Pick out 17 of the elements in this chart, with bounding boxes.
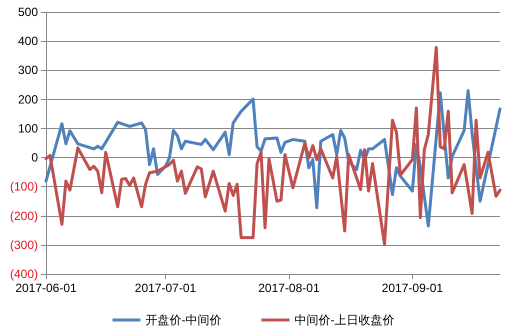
- y-tick-label: 100: [18, 121, 38, 136]
- y-tick-label: 500: [18, 5, 38, 19]
- legend-label: 开盘价-中间价: [146, 313, 222, 327]
- x-tick-label: 2017-06-01: [15, 281, 78, 295]
- line-series: [44, 46, 502, 246]
- x-tick-label: 2017-09-01: [382, 281, 444, 295]
- legend-label: 中间价-上日收盘价: [294, 313, 394, 327]
- y-tick-label: 0: [31, 150, 38, 165]
- x-tick-label: 2017-07-01: [134, 281, 196, 295]
- x-tick-label: 2017-08-01: [258, 281, 320, 295]
- y-tick-label: (300): [10, 238, 38, 252]
- y-tick-label: 400: [18, 34, 38, 48]
- y-tick-label: 200: [18, 92, 38, 106]
- y-tick-label: 300: [18, 63, 38, 78]
- y-tick-label: (200): [10, 208, 38, 223]
- y-tick-label: (400): [10, 267, 38, 281]
- y-tick-label: (100): [10, 180, 38, 194]
